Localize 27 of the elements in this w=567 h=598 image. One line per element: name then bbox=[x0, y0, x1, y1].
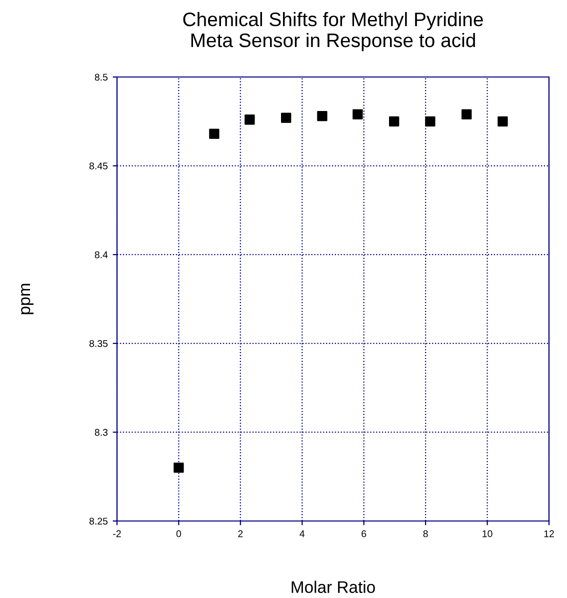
y-tick-label: 8.4 bbox=[94, 251, 108, 258]
point bbox=[281, 112, 292, 123]
point bbox=[352, 109, 363, 120]
y-tick-label: 8.25 bbox=[89, 518, 108, 525]
point bbox=[317, 110, 328, 122]
chart-title: Chemical Shifts for Methyl Pyridine Meta Sensor in Response to acid bbox=[183, 12, 483, 52]
x-tick-label: 6 bbox=[362, 530, 366, 538]
point bbox=[209, 128, 220, 139]
x-tick-label: 12 bbox=[544, 530, 554, 538]
y-tick-label: 8.3 bbox=[94, 428, 108, 436]
point bbox=[425, 116, 436, 126]
x-tick-label: 8 bbox=[423, 530, 428, 538]
x-tick-label: 4 bbox=[300, 530, 305, 538]
point bbox=[462, 109, 472, 120]
y-tick-label: 8.35 bbox=[89, 340, 108, 348]
point bbox=[389, 116, 400, 126]
y-tick-label: 8.45 bbox=[89, 162, 108, 170]
x-tick-label: -2 bbox=[113, 530, 121, 538]
point bbox=[498, 116, 508, 126]
y-axis-title: ppm bbox=[21, 284, 34, 314]
x-tick-label: 0 bbox=[176, 530, 182, 538]
x-tick-label: 2 bbox=[238, 530, 243, 538]
point bbox=[174, 462, 184, 473]
x-axis-title: Molar Ratio bbox=[292, 580, 375, 593]
x-tick-label: 10 bbox=[482, 530, 492, 538]
y-tick-label: 8.5 bbox=[94, 74, 108, 81]
point bbox=[244, 114, 255, 125]
